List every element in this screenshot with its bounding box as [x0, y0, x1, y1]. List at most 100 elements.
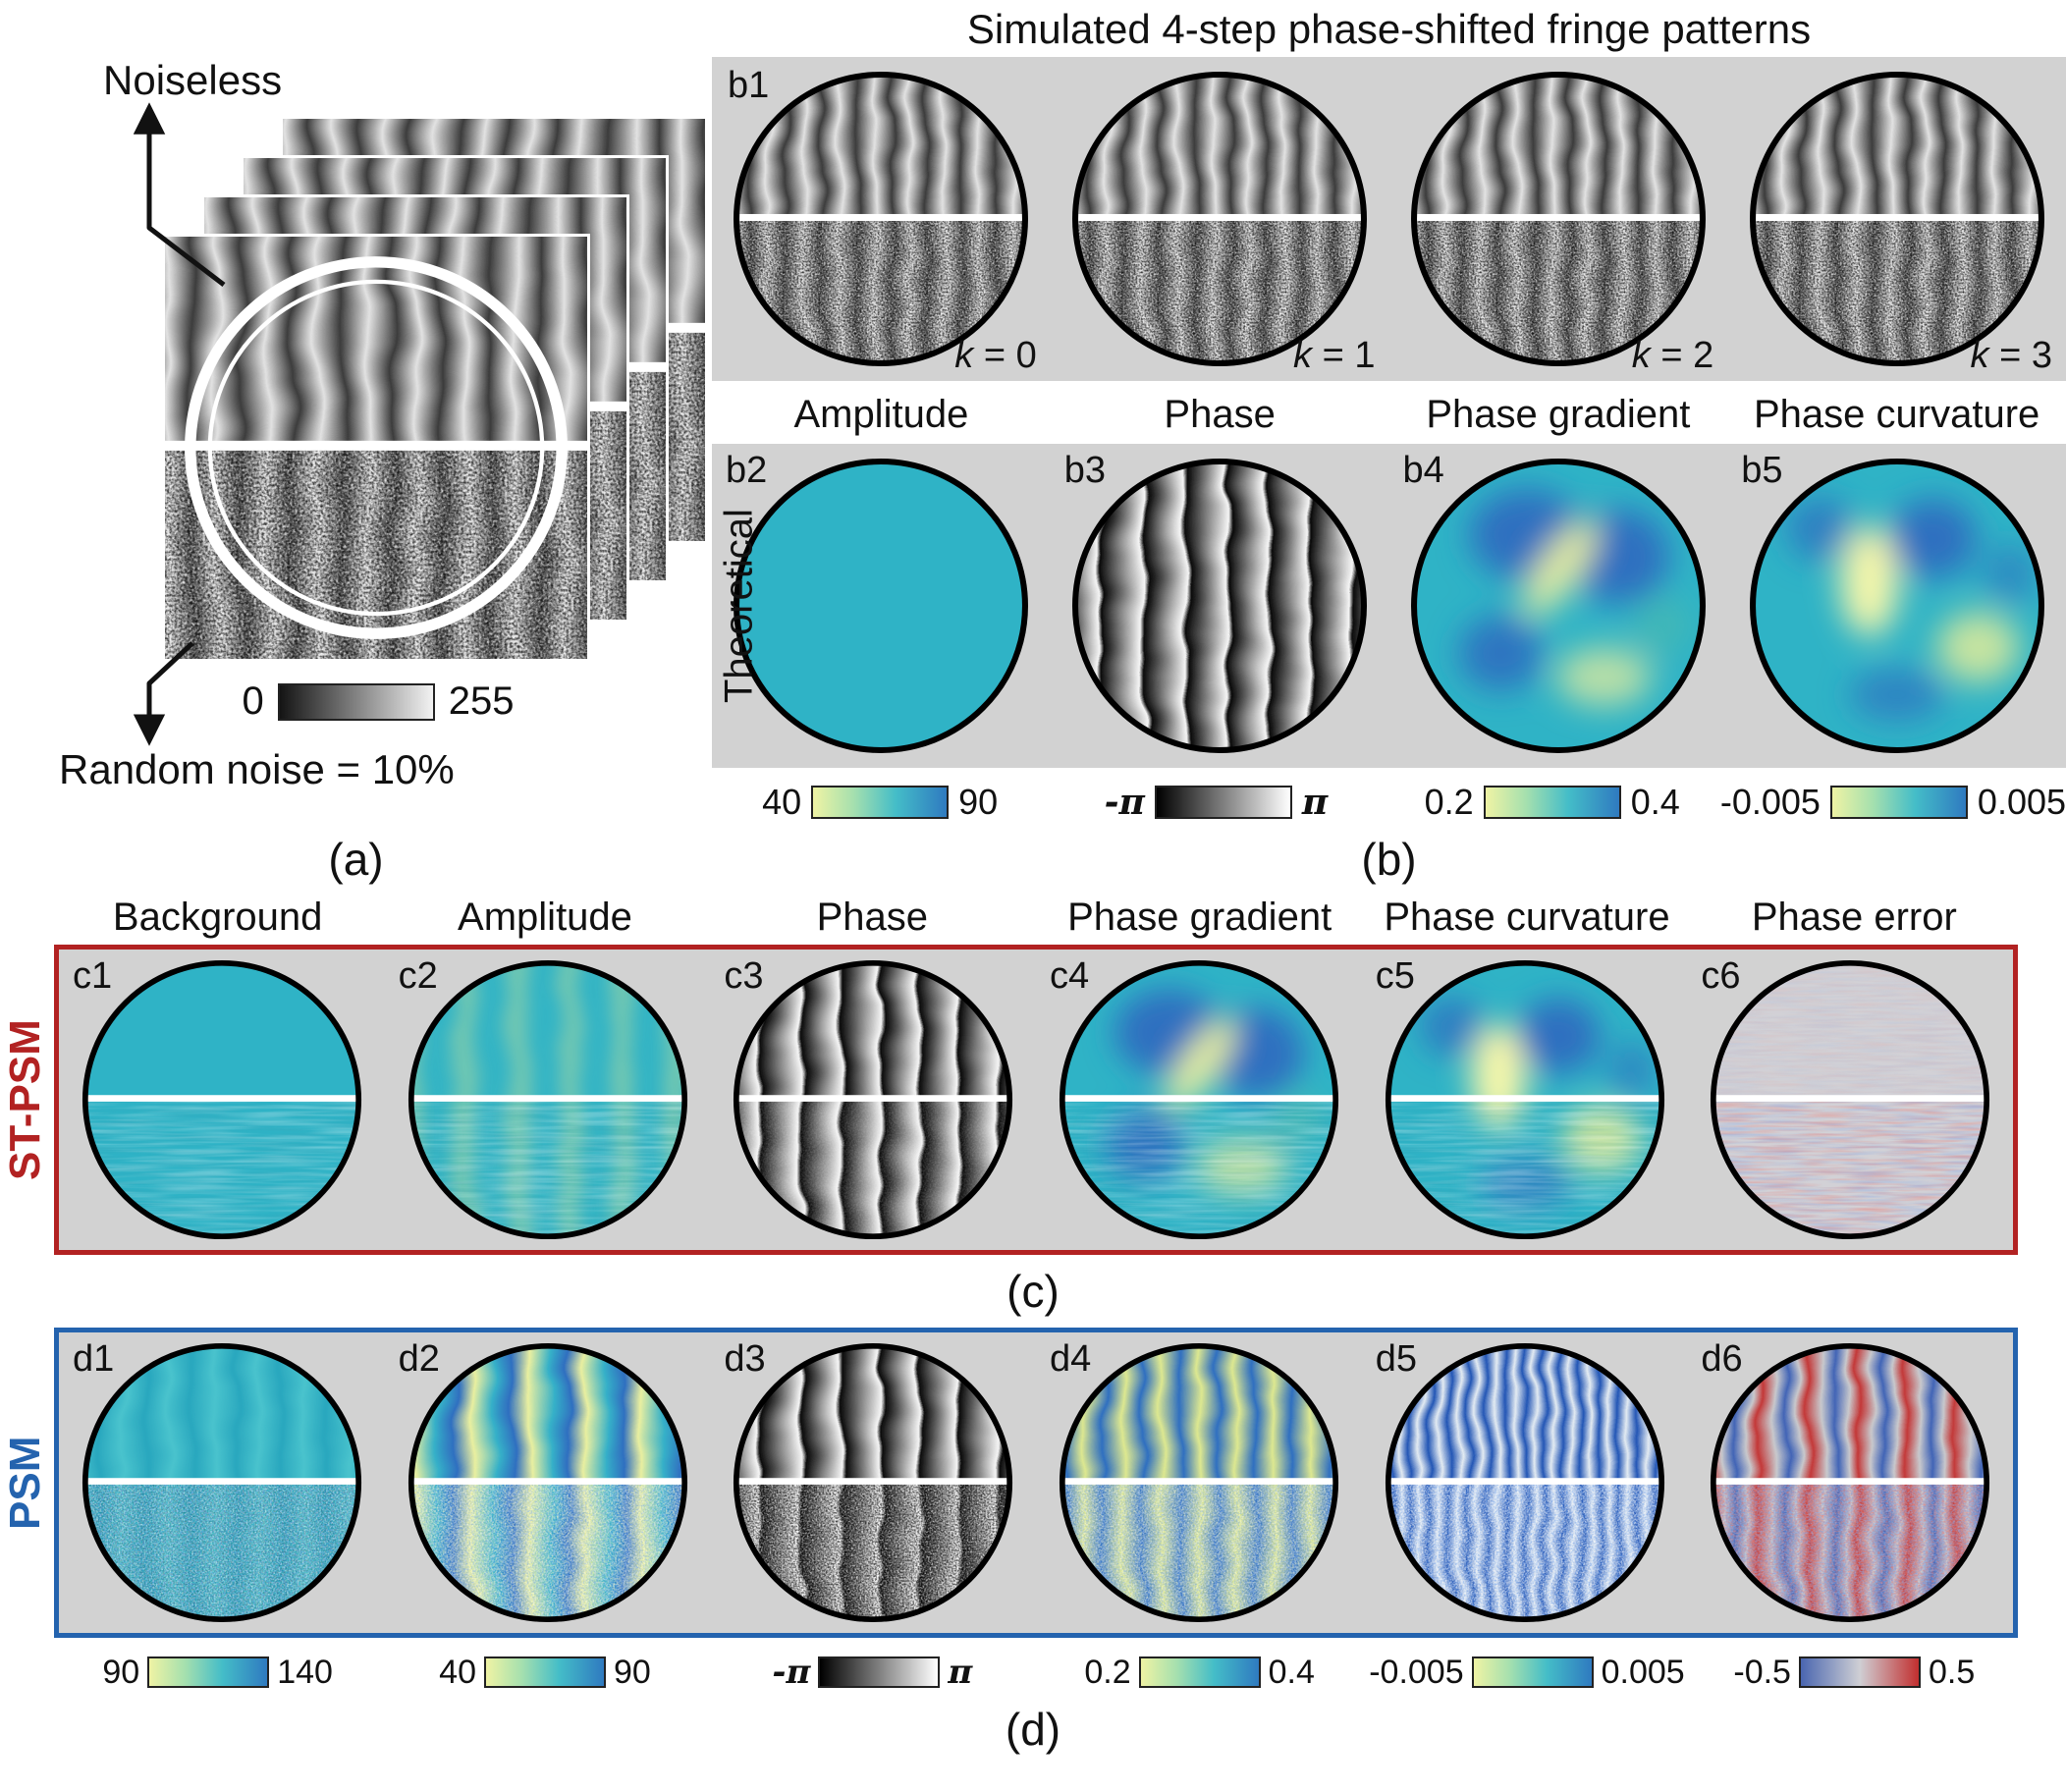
phase-curvature-colorbar: -0.005 0.005	[1363, 1650, 1690, 1695]
fringe-pattern-k0	[733, 71, 1029, 367]
psm-phase-curvature-map	[1385, 1342, 1665, 1623]
panel-b-title: Simulated 4-step phase-shifted fringe pa…	[712, 6, 2066, 53]
psm-amplitude-cell: d2	[385, 1332, 711, 1633]
st-psm-phase-map	[733, 959, 1013, 1240]
header-phase-error: Phase error	[1691, 894, 2018, 941]
phase-colorbar: -π π	[709, 1650, 1036, 1695]
colorbar-min-label: -0.5	[1733, 1654, 1791, 1692]
colorbar-min-label: 40	[439, 1654, 476, 1692]
k-label: k = 3	[1971, 335, 2052, 377]
psm-phase-error-map	[1710, 1342, 1990, 1623]
colorbar-max-label: 0.4	[1269, 1654, 1315, 1692]
phase-error-colorbar: -0.5 0.5	[1691, 1650, 2018, 1695]
st-psm-phase-gradient-cell: c4	[1036, 950, 1362, 1250]
psm-background-map	[82, 1342, 362, 1623]
amplitude-colorbar: 40 90	[381, 1650, 708, 1695]
fringe-cell-k1: k = 1	[1051, 57, 1389, 381]
colorbar-max-label: 0.4	[1631, 782, 1680, 823]
st-psm-phase-gradient-map	[1059, 959, 1339, 1240]
st-psm-row-label: ST-PSM	[0, 945, 51, 1255]
header-phase: Phase	[1051, 389, 1389, 440]
colorbar-min-label: 0.2	[1084, 1654, 1130, 1692]
theoretical-phase-curvature-cell: b5	[1727, 444, 2066, 768]
psm-phase-gradient-cell: d4	[1036, 1332, 1362, 1633]
colorbar-max-label: 0.005	[1602, 1654, 1685, 1692]
theoretical-phase-cell: b3	[1051, 444, 1389, 768]
random-noise-label: Random noise = 10%	[59, 746, 455, 793]
psm-phase-map	[733, 1342, 1013, 1623]
colorbar-max-label: 90	[614, 1654, 651, 1692]
phase-gradient-colorbar: 0.2 0.4	[1036, 1650, 1363, 1695]
panel-id-b1: b1	[728, 65, 769, 107]
phase-curvature-colorbar: -0.005 0.005	[1720, 778, 2066, 827]
k-label: k = 0	[954, 335, 1036, 377]
colorbar-gradient	[1472, 1656, 1594, 1688]
fringe-pattern-k1	[1071, 71, 1368, 367]
st-psm-amplitude-map	[408, 959, 688, 1240]
theoretical-amplitude-map	[733, 458, 1029, 754]
caption-c: (c)	[0, 1265, 2066, 1318]
st-psm-phase-error-cell: c6	[1687, 950, 2013, 1250]
header-phase: Phase	[709, 894, 1036, 941]
st-psm-phase-error-map	[1710, 959, 1990, 1240]
theoretical-row-label: Theoretical	[716, 444, 763, 768]
colorbar-max-label: 90	[958, 782, 998, 823]
psm-phase-gradient-map	[1059, 1342, 1339, 1623]
fringe-sheet-front	[162, 234, 590, 662]
psm-amplitude-map	[408, 1342, 688, 1623]
colorbar-gradient	[1484, 786, 1621, 819]
amplitude-colorbar: 40 90	[712, 778, 1048, 827]
header-phase-gradient: Phase gradient	[1389, 389, 1728, 440]
colorbar-gradient	[818, 1656, 940, 1688]
st-psm-phase-curvature-cell: c5	[1362, 950, 1688, 1250]
colorbar-min-label: 0	[243, 679, 264, 724]
theoretical-phase-map	[1071, 458, 1368, 754]
fringe-cell-k3: k = 3	[1727, 57, 2066, 381]
panel-c-column-headers: Background Amplitude Phase Phase gradien…	[54, 894, 2018, 941]
k-label: k = 1	[1293, 335, 1375, 377]
header-amplitude: Amplitude	[381, 894, 708, 941]
header-phase-gradient: Phase gradient	[1036, 894, 1363, 941]
colorbar-max-label: 140	[277, 1654, 333, 1692]
grayscale-colorbar: 0 255	[162, 679, 594, 724]
st-psm-results-panel: c1 c2 c3 c4 c5	[54, 945, 2018, 1255]
theoretical-phase-gradient-cell: b4	[1389, 444, 1728, 768]
psm-results-panel: d1 d2 d3 d4 d5 d6	[54, 1328, 2018, 1638]
st-psm-phase-cell: c3	[710, 950, 1036, 1250]
caption-d: (d)	[0, 1703, 2066, 1756]
colorbar-min-label: 90	[102, 1654, 139, 1692]
panel-b-colorbars: 40 90 -π π 0.2 0.4 -0.005 0.005	[712, 778, 2066, 827]
fringe-pattern-k2	[1410, 71, 1707, 367]
fringe-pattern-k3	[1749, 71, 2045, 367]
st-psm-background-map	[82, 959, 362, 1240]
psm-phase-cell: d3	[710, 1332, 1036, 1633]
psm-phase-error-cell: d6	[1687, 1332, 2013, 1633]
fringe-image-stack	[108, 116, 712, 705]
colorbar-max-label: 255	[449, 679, 515, 724]
theoretical-results-panel: Theoretical b2 b3 b4 b5	[712, 444, 2066, 768]
psm-row-label: PSM	[0, 1328, 51, 1638]
header-phase-curvature: Phase curvature	[1727, 389, 2066, 440]
fringe-patterns-panel: b1 k = 0 k = 1 k = 2 k = 3	[712, 57, 2066, 381]
phase-gradient-colorbar: 0.2 0.4	[1385, 778, 1720, 827]
theoretical-phase-gradient-map	[1410, 458, 1707, 754]
colorbar-min-label: 40	[762, 782, 801, 823]
panel-b-column-headers: Amplitude Phase Phase gradient Phase cur…	[712, 389, 2066, 440]
psm-phase-curvature-cell: d5	[1362, 1332, 1688, 1633]
background-colorbar: 90 140	[54, 1650, 381, 1695]
colorbar-max-label: π	[1302, 782, 1328, 823]
panel-d-colorbars: 90 140 40 90 -π π 0.2 0.4 -0.005 0.005 -…	[54, 1650, 2018, 1695]
colorbar-max-label: 0.005	[1978, 782, 2066, 823]
colorbar-gradient	[1830, 786, 1968, 819]
st-psm-phase-curvature-map	[1385, 959, 1665, 1240]
colorbar-gradient	[484, 1656, 606, 1688]
phase-colorbar: -π π	[1048, 778, 1384, 827]
colorbar-gradient	[1155, 786, 1292, 819]
fringe-cell-k2: k = 2	[1389, 57, 1728, 381]
colorbar-gradient	[147, 1656, 269, 1688]
colorbar-max-label: π	[948, 1653, 972, 1692]
figure: Noiseless 0 255 Random noise = 10% (a) S…	[0, 0, 2066, 1792]
psm-background-cell: d1	[59, 1332, 385, 1633]
colorbar-gradient	[278, 683, 435, 721]
header-phase-curvature: Phase curvature	[1363, 894, 1690, 941]
